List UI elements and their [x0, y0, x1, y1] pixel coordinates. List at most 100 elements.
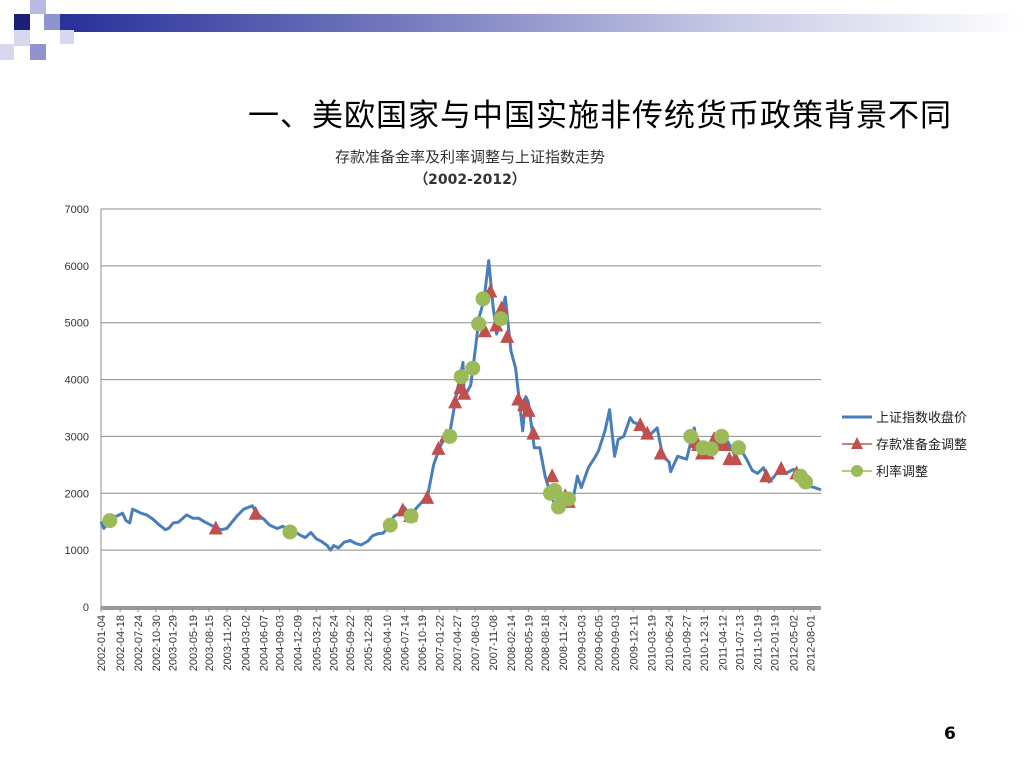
x-tick-label: 2008-11-24 — [558, 615, 570, 670]
reserve-ratio-marker — [653, 445, 668, 460]
rate-change-marker — [798, 474, 814, 490]
x-tick-label: 2003-11-20 — [222, 615, 234, 670]
y-tick-label: 1000 — [65, 545, 89, 557]
deco-square-dark — [14, 14, 30, 30]
x-tick-label: 2009-09-03 — [610, 615, 622, 671]
x-tick-label: 2007-08-03 — [470, 615, 482, 671]
rate-change-marker — [475, 291, 491, 307]
legend-label: 存款准备金调整 — [876, 437, 967, 453]
x-tick-label: 2005-09-22 — [345, 615, 357, 671]
deco-square-light — [0, 44, 14, 60]
reserve-ratio-marker — [208, 520, 223, 535]
deco-square-mid — [44, 14, 60, 30]
x-tick-label: 2003-01-29 — [168, 615, 180, 671]
reserve-ratio-marker — [448, 394, 463, 409]
y-tick-label: 3000 — [65, 431, 89, 443]
x-tick-label: 2012-01-19 — [770, 615, 782, 671]
reserve-ratio-marker — [633, 417, 648, 432]
x-tick-label: 2009-12-11 — [628, 615, 640, 670]
x-tick-label: 2002-10-30 — [151, 615, 163, 671]
x-tick-label: 2005-12-28 — [363, 615, 375, 671]
reserve-ratio-marker — [521, 402, 536, 417]
reserve-ratio-marker — [728, 451, 743, 466]
y-tick-label: 2000 — [65, 488, 89, 500]
legend-swatch-circle — [851, 465, 863, 477]
rate-change-marker — [471, 316, 487, 332]
x-axis — [101, 606, 821, 610]
x-tick-label: 2002-07-24 — [133, 615, 145, 671]
series-line-shanghai-index — [99, 259, 822, 552]
x-tick-label: 2003-08-15 — [204, 615, 216, 671]
chart-title: 存款准备金率及利率调整与上证指数走势 — [334, 148, 605, 166]
rate-change-marker — [714, 428, 730, 444]
x-tick-label: 2009-03-03 — [576, 615, 588, 671]
x-tick-label: 2011-07-13 — [735, 615, 747, 670]
x-tick-label: 2003-05-19 — [188, 615, 200, 671]
deco-square-light — [60, 30, 74, 44]
chart-subtitle: （2002-2012） — [414, 172, 526, 188]
deco-square-light — [14, 30, 30, 46]
reserve-ratio-marker — [457, 385, 472, 400]
rate-change-marker — [465, 360, 481, 376]
rate-change-marker — [282, 524, 298, 540]
x-tick-label: 2012-08-01 — [805, 615, 817, 671]
reserve-ratio-marker — [717, 436, 732, 451]
x-tick-label: 2010-06-24 — [664, 615, 676, 671]
rate-change-marker — [703, 441, 719, 457]
x-tick-label: 2004-03-02 — [241, 615, 253, 671]
reserve-ratio-marker — [759, 468, 774, 483]
rate-change-marker — [102, 513, 118, 529]
x-tick-label: 2006-07-14 — [399, 615, 411, 671]
legend-label: 上证指数收盘价 — [876, 410, 967, 426]
x-tick-label: 2008-02-14 — [506, 615, 518, 671]
x-tick-label: 2002-01-04 — [96, 615, 108, 671]
x-tick-label: 2004-12-09 — [293, 615, 305, 671]
slide-title: 一、美欧国家与中国实施非传统货币政策背景不同 — [248, 98, 952, 134]
x-tick-label: 2008-08-18 — [540, 615, 552, 671]
x-tick-label: 2004-09-03 — [275, 615, 287, 671]
chart-axes: 0 1000 2000 3000 4000 5000 6000 7000 2002-01-04 2… — [65, 204, 821, 671]
y-tick-label: 0 — [83, 602, 89, 614]
legend-swatch-triangle — [851, 437, 863, 449]
x-tick-label: 2007-01-22 — [435, 615, 447, 671]
rate-change-marker — [382, 517, 398, 533]
x-tick-label: 2009-06-05 — [594, 615, 606, 671]
reserve-ratio-marker — [545, 468, 560, 483]
x-tick-label: 2005-06-24 — [329, 615, 341, 671]
x-tick-label: 2011-04-12 — [718, 615, 730, 670]
reserve-ratio-marker — [526, 425, 541, 440]
rate-change-marker — [560, 491, 576, 507]
reserve-ratio-marker — [248, 505, 263, 520]
x-tick-label: 2007-04-27 — [452, 615, 464, 671]
page-number: 6 — [944, 724, 956, 744]
header-gradient-bar — [60, 14, 1024, 32]
x-tick-label: 2010-09-27 — [682, 615, 694, 671]
x-tick-label: 2010-12-31 — [699, 615, 711, 671]
chart-line-layer — [99, 259, 822, 552]
reserve-ratio-marker — [477, 323, 492, 338]
rate-change-marker — [493, 311, 509, 327]
rate-change-marker — [731, 440, 747, 456]
reserve-ratio-marker — [420, 489, 435, 504]
rate-change-marker — [403, 508, 419, 524]
x-tick-label: 2006-04-10 — [382, 615, 394, 671]
x-tick-label: 2002-04-18 — [115, 615, 127, 671]
y-tick-label: 5000 — [65, 318, 89, 330]
rate-change-marker — [442, 428, 458, 444]
chart-marker-layer — [102, 283, 814, 540]
x-tick-label: 2012-05-02 — [789, 615, 801, 671]
x-tick-label: 2007-11-08 — [488, 615, 500, 670]
x-tick-label: 2008-05-19 — [523, 615, 535, 671]
y-tick-label: 6000 — [65, 261, 89, 273]
rate-change-marker — [683, 428, 699, 444]
x-tick-label: 2004-06-07 — [259, 615, 271, 671]
y-tick-label: 7000 — [65, 204, 89, 216]
x-tick-label: 2010-03-19 — [646, 615, 658, 671]
x-tick-label: 2006-10-19 — [417, 615, 429, 671]
reserve-ratio-marker — [494, 300, 509, 315]
x-tick-label: 2011-10-19 — [753, 615, 765, 670]
reserve-ratio-marker — [774, 460, 789, 475]
legend-label: 利率调整 — [876, 464, 928, 480]
